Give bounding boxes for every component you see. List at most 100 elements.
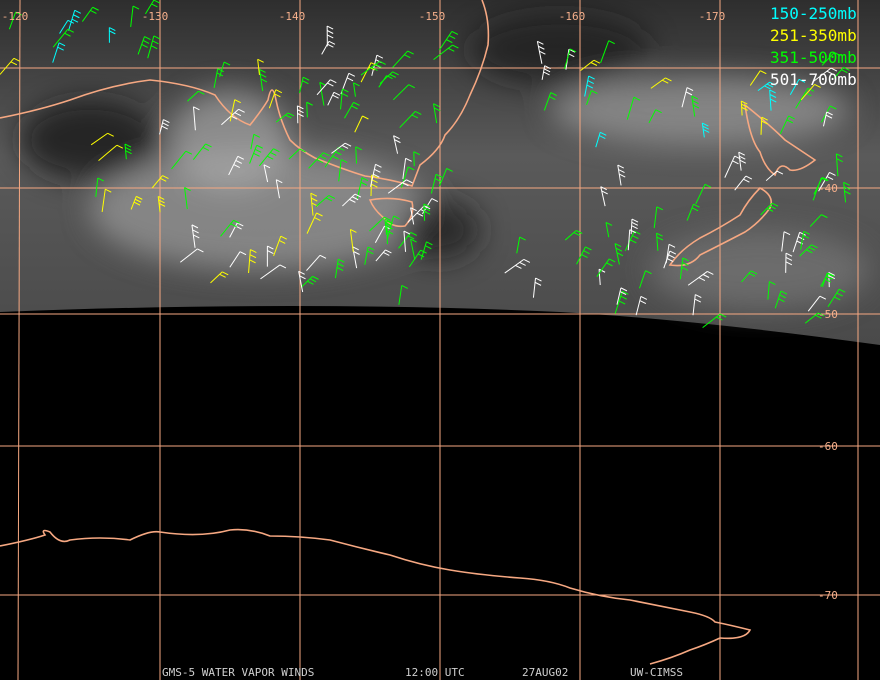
wind-barb bbox=[701, 122, 710, 138]
barb-flag bbox=[535, 277, 542, 282]
barb-flag bbox=[410, 231, 417, 236]
latitude-label: -50 bbox=[818, 308, 838, 321]
barb-flag bbox=[234, 99, 241, 104]
barb-flag bbox=[237, 222, 244, 227]
barb-shaft bbox=[275, 112, 289, 123]
barb-shaft bbox=[741, 270, 752, 283]
wind-barb bbox=[221, 108, 245, 126]
barb-flag bbox=[451, 30, 459, 35]
barb-shaft bbox=[774, 290, 782, 309]
barb-flag bbox=[341, 93, 349, 97]
wind-barb bbox=[812, 67, 838, 83]
wind-barb bbox=[614, 290, 629, 314]
wind-barb bbox=[229, 251, 247, 268]
barb-flag bbox=[695, 294, 702, 298]
barb-flag bbox=[351, 196, 359, 201]
barb-flag bbox=[569, 48, 577, 53]
barb-flag bbox=[405, 157, 412, 162]
barb-flag bbox=[448, 35, 456, 39]
barb-flag bbox=[353, 82, 360, 87]
wind-barb bbox=[687, 271, 714, 286]
wind-barb bbox=[807, 295, 827, 312]
wind-barb bbox=[260, 264, 287, 280]
barb-flag bbox=[431, 198, 439, 202]
barb-flag bbox=[193, 106, 200, 111]
barb-flag bbox=[704, 183, 712, 188]
wind-barb bbox=[384, 218, 392, 235]
barb-shaft bbox=[399, 111, 416, 128]
barb-flag bbox=[394, 139, 401, 144]
wind-barb bbox=[408, 249, 427, 268]
barb-flag bbox=[333, 91, 341, 96]
barb-shaft bbox=[275, 179, 280, 199]
barb-shaft bbox=[95, 178, 99, 197]
barb-flag bbox=[843, 186, 851, 191]
wind-barb bbox=[438, 30, 459, 51]
barb-flag bbox=[158, 199, 165, 204]
barb-flag bbox=[328, 195, 336, 199]
wind-barb bbox=[835, 153, 843, 177]
wind-barb bbox=[702, 313, 727, 329]
barb-flag bbox=[608, 258, 616, 263]
barb-flag bbox=[67, 28, 74, 33]
wind-barb bbox=[734, 175, 753, 191]
wind-barb bbox=[800, 230, 810, 250]
barb-flag bbox=[109, 27, 116, 31]
barb-flag bbox=[316, 159, 324, 163]
wind-barb bbox=[187, 90, 205, 102]
wind-barb bbox=[430, 173, 443, 194]
wind-barb bbox=[343, 101, 360, 119]
barb-flag bbox=[423, 210, 431, 215]
barb-flag bbox=[829, 171, 836, 176]
wind-barb bbox=[306, 101, 313, 118]
barb-flag bbox=[136, 195, 143, 200]
barb-flag bbox=[341, 145, 349, 149]
barb-shaft bbox=[370, 164, 376, 187]
barb-shaft bbox=[213, 68, 219, 89]
barb-flag bbox=[238, 108, 245, 113]
barb-flag bbox=[614, 243, 622, 247]
barb-shaft bbox=[316, 79, 331, 96]
barb-flag bbox=[330, 79, 337, 84]
barb-shaft bbox=[423, 203, 426, 221]
barb-flag bbox=[162, 175, 169, 180]
barb-shaft bbox=[308, 152, 324, 169]
barb-flag bbox=[668, 254, 675, 259]
barb-flag bbox=[739, 155, 746, 160]
barb-shaft bbox=[564, 48, 571, 70]
wind-barb bbox=[403, 230, 411, 252]
wind-barb bbox=[273, 235, 288, 257]
wind-barb bbox=[516, 236, 526, 254]
barb-shaft bbox=[407, 205, 425, 223]
barb-flag bbox=[142, 40, 150, 44]
barb-shaft bbox=[393, 135, 399, 154]
wind-barb bbox=[331, 142, 352, 154]
wind-barb bbox=[789, 78, 806, 96]
barb-shaft bbox=[210, 271, 223, 284]
barb-shaft bbox=[650, 77, 666, 89]
barb-flag bbox=[741, 106, 748, 111]
barb-flag bbox=[668, 243, 676, 248]
barb-shaft bbox=[813, 177, 823, 195]
barb-shaft bbox=[331, 142, 346, 154]
barb-shaft bbox=[356, 177, 363, 199]
wind-barb bbox=[392, 50, 414, 68]
barb-shaft bbox=[386, 220, 388, 245]
barb-flag bbox=[198, 90, 205, 95]
wind-barb bbox=[349, 228, 357, 252]
barb-flag bbox=[373, 173, 380, 178]
wind-barb bbox=[210, 271, 229, 284]
wind-barb bbox=[813, 176, 829, 195]
barb-shaft bbox=[157, 196, 161, 213]
wind-barb bbox=[774, 290, 788, 309]
barb-flag bbox=[279, 264, 287, 269]
wind-barb bbox=[334, 258, 345, 279]
wind-barb bbox=[124, 143, 132, 160]
barb-flag bbox=[534, 281, 542, 286]
barb-shaft bbox=[749, 70, 761, 86]
wind-barb bbox=[821, 52, 841, 66]
wind-barb bbox=[410, 207, 417, 225]
barb-shaft bbox=[433, 44, 453, 60]
wind-barb bbox=[792, 231, 806, 253]
